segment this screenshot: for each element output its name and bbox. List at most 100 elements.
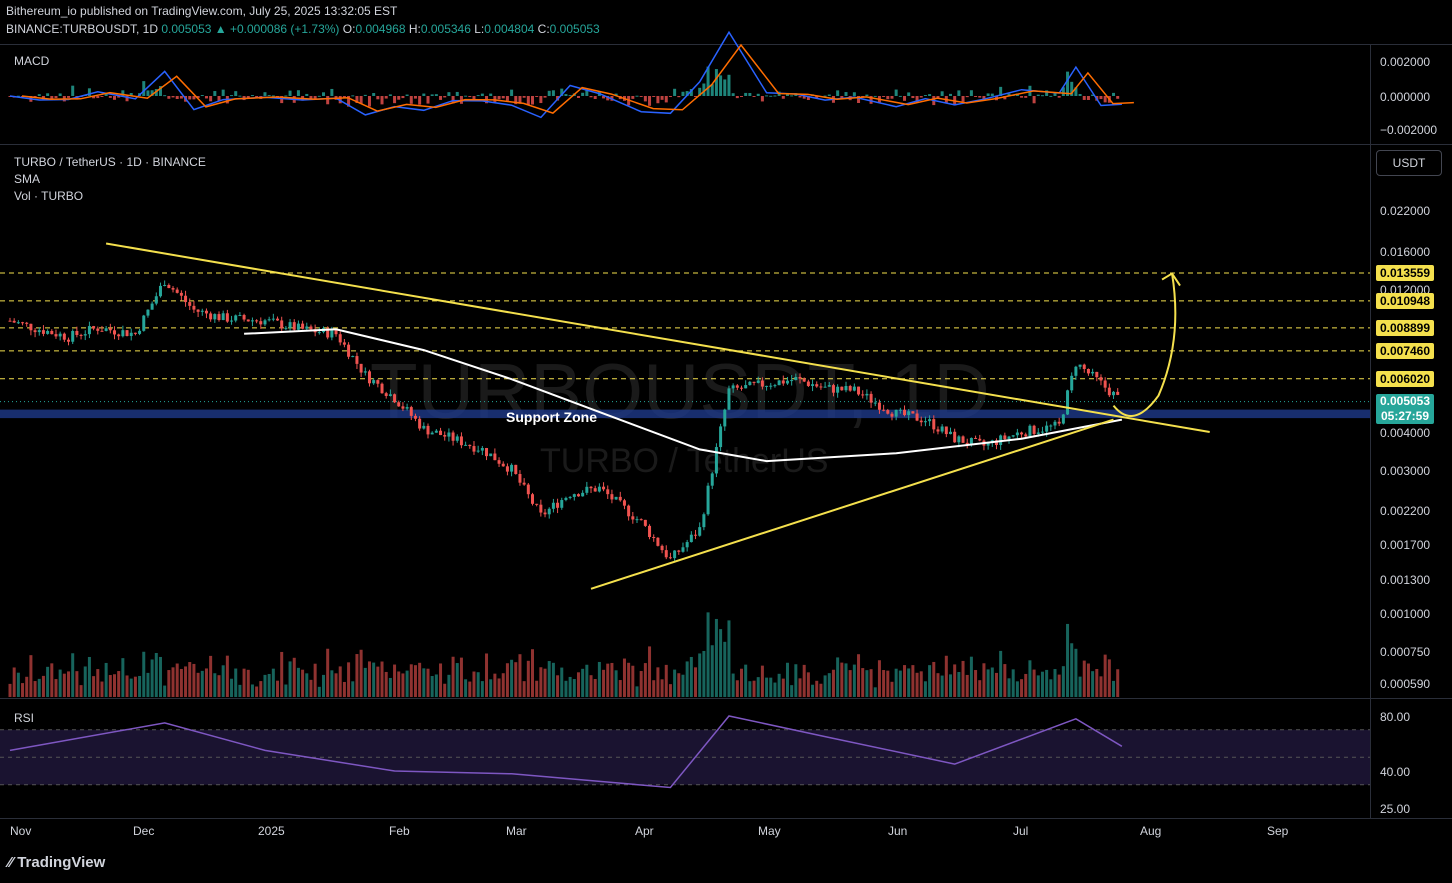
volume-bar <box>133 676 137 697</box>
macd-histogram-bar <box>376 96 380 100</box>
volume-bar <box>777 673 781 697</box>
candle-body <box>660 545 664 551</box>
macd-histogram-bar <box>769 95 773 97</box>
macd-histogram-bar <box>476 95 480 97</box>
macd-histogram-bar <box>760 96 764 102</box>
candle-body <box>1099 377 1103 381</box>
candle-body <box>476 450 480 452</box>
current-price: 0.005053 <box>1379 394 1431 408</box>
macd-histogram-bar <box>702 83 706 96</box>
candle-body <box>238 315 242 317</box>
candle-body <box>957 436 961 443</box>
volume-bar <box>857 654 861 697</box>
macd-histogram-bar <box>1003 96 1007 100</box>
volume-bar <box>894 668 898 697</box>
volume-bar <box>727 620 731 697</box>
candle-body <box>969 437 973 445</box>
tradingview-icon: ⁄⁄ <box>8 854 18 871</box>
sma-label[interactable]: SMA <box>14 172 41 186</box>
candle-body <box>727 388 731 410</box>
tradingview-logo[interactable]: ⁄⁄ TradingView <box>8 854 105 871</box>
volume-bar <box>405 670 409 697</box>
macd-histogram-bar <box>1091 94 1095 96</box>
macd-histogram-bar <box>773 95 777 97</box>
volume-bar <box>664 664 668 697</box>
volume-bar <box>819 683 823 697</box>
macd-histogram-bar <box>1053 92 1057 96</box>
candle-body <box>710 473 714 486</box>
rsi-label[interactable]: RSI <box>14 711 35 725</box>
candle-body <box>171 288 175 290</box>
volume-bar <box>639 671 643 697</box>
macd-histogram-bar <box>882 96 886 97</box>
separator-macd[interactable] <box>0 144 1452 145</box>
descending-trendline <box>105 242 1210 433</box>
volume-label[interactable]: Vol · TURBO <box>14 189 84 203</box>
volume-bar <box>58 669 62 697</box>
candle-body <box>493 453 497 461</box>
volume-bar <box>936 673 940 697</box>
macd-histogram-bar <box>58 93 62 96</box>
candle-body <box>698 527 702 536</box>
volume-bar <box>919 671 923 697</box>
volume-bar <box>8 683 12 697</box>
volume-bar <box>648 646 652 697</box>
volume-bar <box>372 662 376 697</box>
rsi-line <box>9 715 1123 789</box>
candle-body <box>714 447 718 474</box>
volume-bar <box>480 681 484 697</box>
currency-button[interactable]: USDT <box>1376 150 1442 176</box>
ohlc-line: BINANCE:TURBOUSDT, 1D 0.005053 ▲ +0.0000… <box>6 22 600 36</box>
separator-top <box>0 44 1452 45</box>
volume-bar <box>217 675 221 697</box>
volume-bar <box>21 683 25 697</box>
volume-bar <box>413 665 417 697</box>
candle-body <box>518 473 522 483</box>
volume-bar <box>1007 678 1011 697</box>
candle-body <box>819 386 823 388</box>
volume-bar <box>192 663 196 697</box>
macd-histogram-bar <box>677 96 681 98</box>
price-axis-tick: 0.002200 <box>1380 504 1431 518</box>
candle-body <box>92 326 96 329</box>
candle-body <box>129 332 133 336</box>
macd-histogram-bar <box>221 89 225 96</box>
volume-bar <box>572 679 576 697</box>
rsi-axis-tick: 40.00 <box>1380 765 1411 779</box>
macd-axis-tick: −0.002000 <box>1380 123 1438 137</box>
macd-histogram-bar <box>359 96 363 104</box>
candle-body <box>581 492 585 497</box>
macd-histogram-bar <box>255 96 259 97</box>
volume-bar <box>384 671 388 697</box>
candle-body <box>781 380 785 384</box>
candle-body <box>271 318 275 320</box>
candle-body <box>234 315 238 321</box>
x-axis-tick: Mar <box>506 824 527 838</box>
volume-bar <box>117 671 121 697</box>
signal-line <box>21 43 1134 114</box>
candle-body <box>1112 391 1116 396</box>
macd-histogram-bar <box>785 93 789 96</box>
candle-body <box>142 315 146 331</box>
volume-bar <box>836 657 840 697</box>
macd-histogram-bar <box>209 96 213 102</box>
macd-histogram-bar <box>990 93 994 96</box>
macd-label[interactable]: MACD <box>14 54 50 68</box>
main-title[interactable]: TURBO / TetherUS · 1D · BINANCE <box>14 155 206 169</box>
macd-histogram-bar <box>652 96 656 97</box>
volume-bar <box>209 655 213 697</box>
candle-body <box>664 550 668 558</box>
candle-body <box>150 303 154 310</box>
volume-bar <box>225 655 229 697</box>
volume-bar <box>451 656 455 697</box>
candle-body <box>138 330 142 334</box>
macd-histogram-bar <box>965 96 969 98</box>
macd-histogram-bar <box>798 96 802 98</box>
separator-rsi[interactable] <box>0 698 1452 699</box>
candle-body <box>284 327 288 329</box>
candle-body <box>877 402 881 410</box>
candle-body <box>798 377 802 379</box>
macd-histogram-bar <box>505 96 509 101</box>
candle-body <box>1074 366 1078 376</box>
